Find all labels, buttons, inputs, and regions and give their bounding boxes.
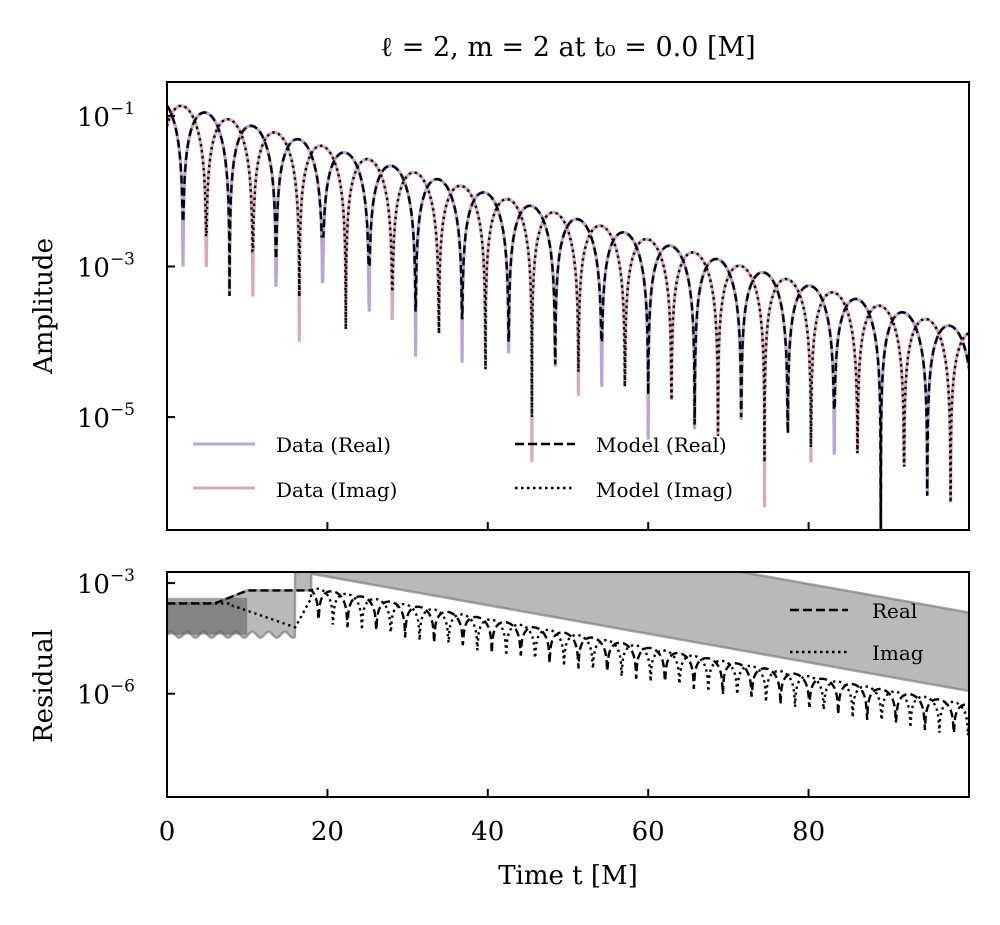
y-tick-label: 10−3	[77, 566, 135, 600]
residual-real-line	[167, 589, 969, 733]
amplitude-axes-frame	[166, 81, 970, 531]
x-tick-label: 0	[159, 817, 176, 847]
x-tick-label: 20	[311, 817, 344, 847]
chart-title: ℓ = 2, m = 2 at t₀ = 0.0 [M]	[380, 32, 755, 63]
model-real-line	[167, 104, 969, 530]
legend-label-data-imag: Data (Imag)	[276, 478, 397, 502]
legend-label-model-real: Model (Real)	[596, 433, 727, 457]
residual-y-label: Residual	[29, 629, 59, 743]
amplitude-x-ticks	[326, 522, 810, 530]
residual-x-ticks: 0 20 40 60 80	[159, 789, 825, 847]
legend-label-model-imag: Model (Imag)	[596, 478, 733, 502]
residual-axes-frame	[166, 571, 970, 798]
x-tick-label: 80	[792, 817, 825, 847]
legend-label-residual-imag: Imag	[872, 641, 924, 665]
amplitude-legend: Data (Real) Data (Imag) Model (Real) Mod…	[193, 433, 733, 502]
y-tick-label: 10−1	[77, 99, 135, 133]
residual-early-band	[167, 597, 248, 635]
data-imag-line	[167, 104, 969, 508]
legend-label-residual-real: Real	[872, 599, 917, 623]
residual-uncertainty-band	[167, 572, 969, 693]
amplitude-y-label: Amplitude	[29, 238, 59, 375]
residual-y-ticks: 10−3 10−6	[77, 566, 175, 711]
y-tick-label: 10−6	[77, 677, 135, 711]
residual-plot-area	[167, 572, 969, 736]
x-tick-label: 60	[632, 817, 665, 847]
y-tick-label: 10−5	[77, 400, 135, 434]
x-tick-label: 40	[471, 817, 504, 847]
residual-imag-line	[167, 587, 969, 736]
legend-label-data-real: Data (Real)	[276, 433, 391, 457]
x-axis-label: Time t [M]	[498, 861, 638, 891]
residual-legend: Real Imag	[790, 599, 924, 665]
amplitude-y-ticks: 10−1 10−3 10−5	[77, 99, 175, 434]
y-tick-label: 10−3	[77, 249, 135, 283]
amplitude-plot-area	[167, 104, 969, 530]
